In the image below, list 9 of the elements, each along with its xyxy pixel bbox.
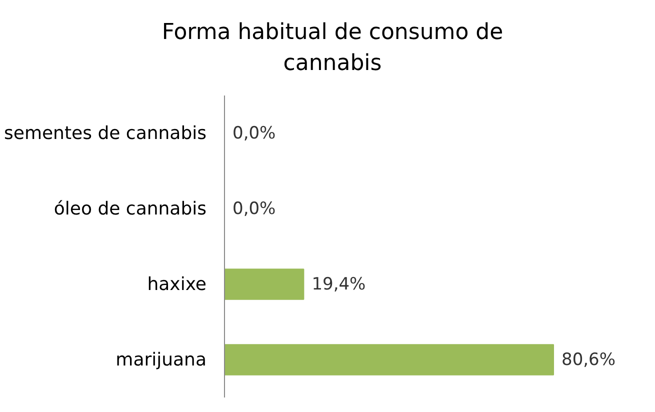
chart-title: Forma habitual de consumo de cannabis [162,19,504,78]
y-tick-label: óleo de cannabis [54,198,207,220]
data-label: 80,6% [562,350,616,370]
y-tick-label: haxixe [147,274,206,295]
data-label: 19,4% [312,274,366,294]
data-label: 0,0% [232,198,276,219]
data-label: 0,0% [232,123,276,144]
y-tick-label: sementes de cannabis [4,122,206,144]
y-tick-label: marijuana [116,349,206,370]
